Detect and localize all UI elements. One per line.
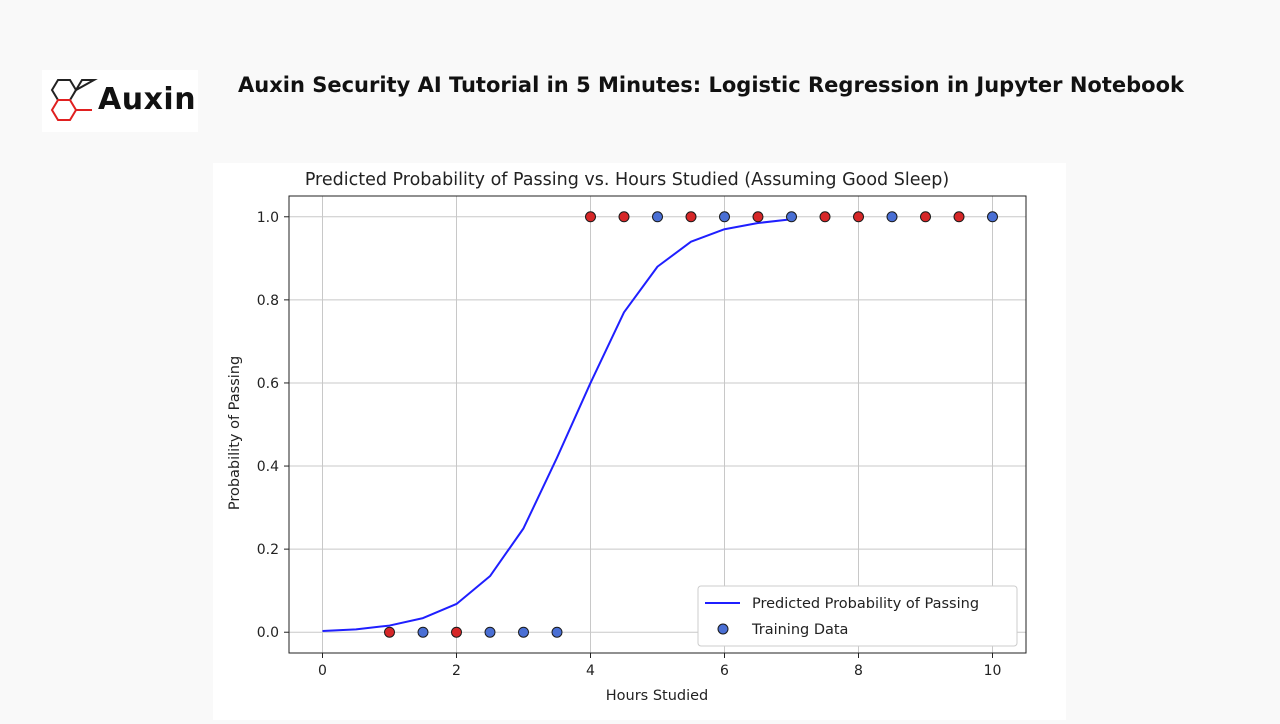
y-tick-label: 0.0 — [257, 625, 279, 641]
training-data-point — [518, 626, 529, 638]
chart-title: Predicted Probability of Passing vs. Hou… — [305, 170, 949, 190]
training-data-point — [618, 211, 630, 223]
legend-point-swatch — [717, 623, 729, 635]
training-data-point — [886, 211, 898, 223]
training-data-point — [484, 626, 496, 638]
brand-name: Auxin — [98, 82, 197, 117]
training-data-point — [819, 211, 831, 223]
training-data-point — [752, 211, 764, 223]
training-data-point — [652, 211, 663, 223]
legend-label-curve: Predicted Probability of Passing — [752, 596, 979, 612]
logistic-regression-chart: 0 2 4 6 8 10 0.0 0.2 0.4 0.6 0.8 1.0 Predicted Prob… — [227, 170, 1027, 704]
chart-panel: 0 2 4 6 8 10 0.0 0.2 0.4 0.6 0.8 1.0 Predicted Prob… — [213, 163, 1066, 720]
training-data-point — [987, 211, 998, 223]
legend-frame — [697, 585, 1018, 647]
hexagon-molecule-icon — [50, 79, 98, 121]
x-axis-label: Hours Studied — [606, 688, 709, 704]
points-layer — [384, 211, 998, 638]
tick-layer: 0 2 4 6 8 10 0.0 0.2 0.4 0.6 0.8 1.0 — [257, 210, 1002, 679]
training-data-point — [719, 211, 730, 223]
chart-legend: Predicted Probability of Passing Trainin… — [697, 585, 1018, 647]
x-tick-label: 8 — [854, 663, 863, 679]
training-data-point — [585, 211, 596, 223]
brand-logo: Auxin — [42, 70, 198, 132]
training-data-point — [551, 626, 563, 638]
y-axis-label: Probability of Passing — [227, 356, 243, 510]
x-tick-label: 0 — [318, 663, 327, 679]
x-tick-label: 4 — [586, 663, 595, 679]
probability-curve — [322, 218, 792, 632]
training-data-point — [786, 211, 797, 223]
y-tick-label: 0.6 — [257, 376, 279, 392]
training-data-point — [853, 211, 864, 223]
grid-lines — [289, 196, 1026, 653]
y-tick-label: 0.2 — [257, 542, 279, 558]
y-tick-label: 1.0 — [257, 210, 279, 226]
training-data-point — [920, 211, 931, 223]
training-data-point — [384, 626, 395, 638]
x-tick-label: 6 — [720, 663, 729, 679]
training-data-point — [685, 211, 697, 223]
curve-layer — [322, 218, 792, 632]
x-tick-label: 10 — [984, 663, 1002, 679]
training-data-point — [417, 626, 429, 638]
training-data-point — [451, 626, 462, 638]
training-data-point — [953, 211, 965, 223]
y-tick-label: 0.4 — [257, 459, 279, 475]
x-tick-label: 2 — [452, 663, 461, 679]
y-tick-label: 0.8 — [257, 293, 279, 309]
plot-frame — [288, 195, 1027, 654]
legend-label-points: Training Data — [751, 622, 848, 638]
page-title: Auxin Security AI Tutorial in 5 Minutes:… — [238, 73, 1184, 97]
